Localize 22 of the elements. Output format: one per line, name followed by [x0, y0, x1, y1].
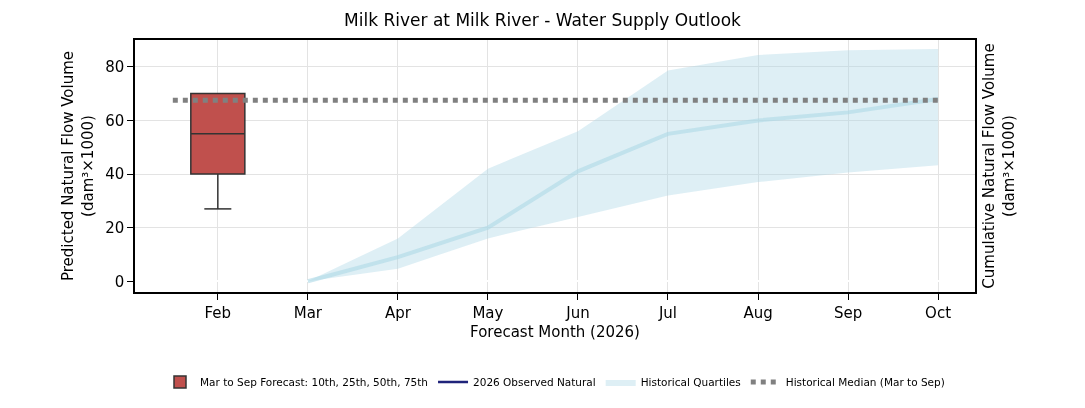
y-tick-label: 40: [105, 165, 125, 184]
x-tick-label: Apr: [384, 303, 412, 322]
x-axis-title: Forecast Month (2026): [470, 323, 640, 342]
x-tick-label: Mar: [293, 303, 323, 322]
legend-label: Historical Median (Mar to Sep): [785, 376, 945, 389]
x-tick-label: Feb: [204, 303, 232, 322]
y-tick-label: 60: [105, 111, 125, 130]
legend-label: Historical Quartiles: [640, 376, 741, 389]
x-tick-label: Jun: [565, 303, 590, 322]
chart-title: Milk River at Milk River - Water Supply Outlook: [344, 10, 742, 31]
x-tick-label: Jul: [657, 303, 678, 322]
y-tick-label: 80: [105, 58, 125, 77]
y-tick-label: 20: [105, 218, 125, 237]
x-tick-label: Aug: [743, 303, 773, 322]
legend-label: Mar to Sep Forecast: 10th, 25th, 50th, 75th: [200, 376, 429, 389]
y-axis-title: Predicted Natural Flow Volume (dam³×1000): [59, 50, 97, 282]
x-tick-label: Sep: [833, 303, 863, 322]
y2-axis-title: Cumulative Natural Flow Volume (dam³×1000): [980, 43, 1018, 289]
y-tick-label: 0: [114, 272, 125, 291]
x-tick-label: May: [472, 303, 504, 322]
x-tick-label: Oct: [925, 303, 952, 322]
legend-label: 2026 Observed Natural: [473, 376, 596, 389]
